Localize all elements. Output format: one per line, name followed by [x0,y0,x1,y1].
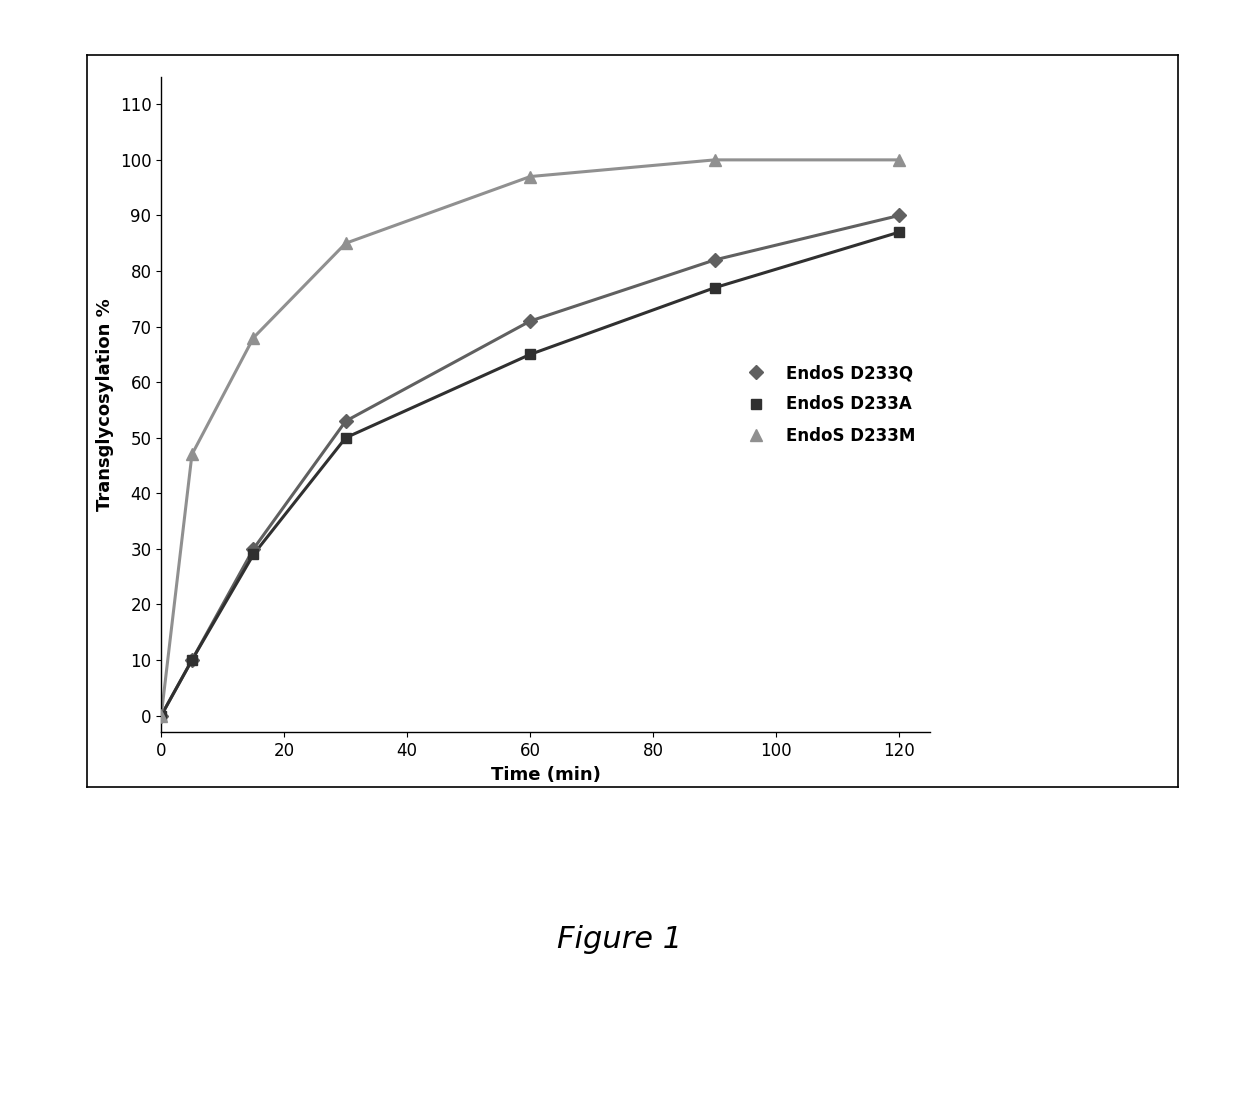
Y-axis label: Transglycosylation %: Transglycosylation % [97,298,114,510]
X-axis label: Time (min): Time (min) [491,765,600,784]
EndoS D233Q [892,209,906,222]
Line: EndoS D233A: EndoS D233A [156,227,904,720]
EndoS D233A [339,432,353,445]
EndoS D233Q [185,654,200,667]
EndoS D233M [339,237,353,250]
EndoS D233M [246,331,260,344]
EndoS D233Q [246,542,260,555]
EndoS D233Q [154,709,169,722]
EndoS D233Q [339,414,353,427]
EndoS D233A [154,709,169,722]
EndoS D233M [185,448,200,461]
Line: EndoS D233M: EndoS D233M [156,154,905,721]
Text: Figure 1: Figure 1 [558,926,682,954]
EndoS D233A [185,654,200,667]
EndoS D233Q [523,315,538,328]
EndoS D233Q [707,254,722,267]
Line: EndoS D233Q: EndoS D233Q [156,211,904,720]
EndoS D233M [892,153,906,166]
EndoS D233A [246,548,260,561]
EndoS D233A [707,281,722,294]
EndoS D233M [707,153,722,166]
EndoS D233A [523,348,538,361]
EndoS D233M [523,171,538,184]
EndoS D233A [892,225,906,238]
EndoS D233M [154,709,169,722]
Legend: EndoS D233Q, EndoS D233A, EndoS D233M: EndoS D233Q, EndoS D233A, EndoS D233M [729,357,921,451]
